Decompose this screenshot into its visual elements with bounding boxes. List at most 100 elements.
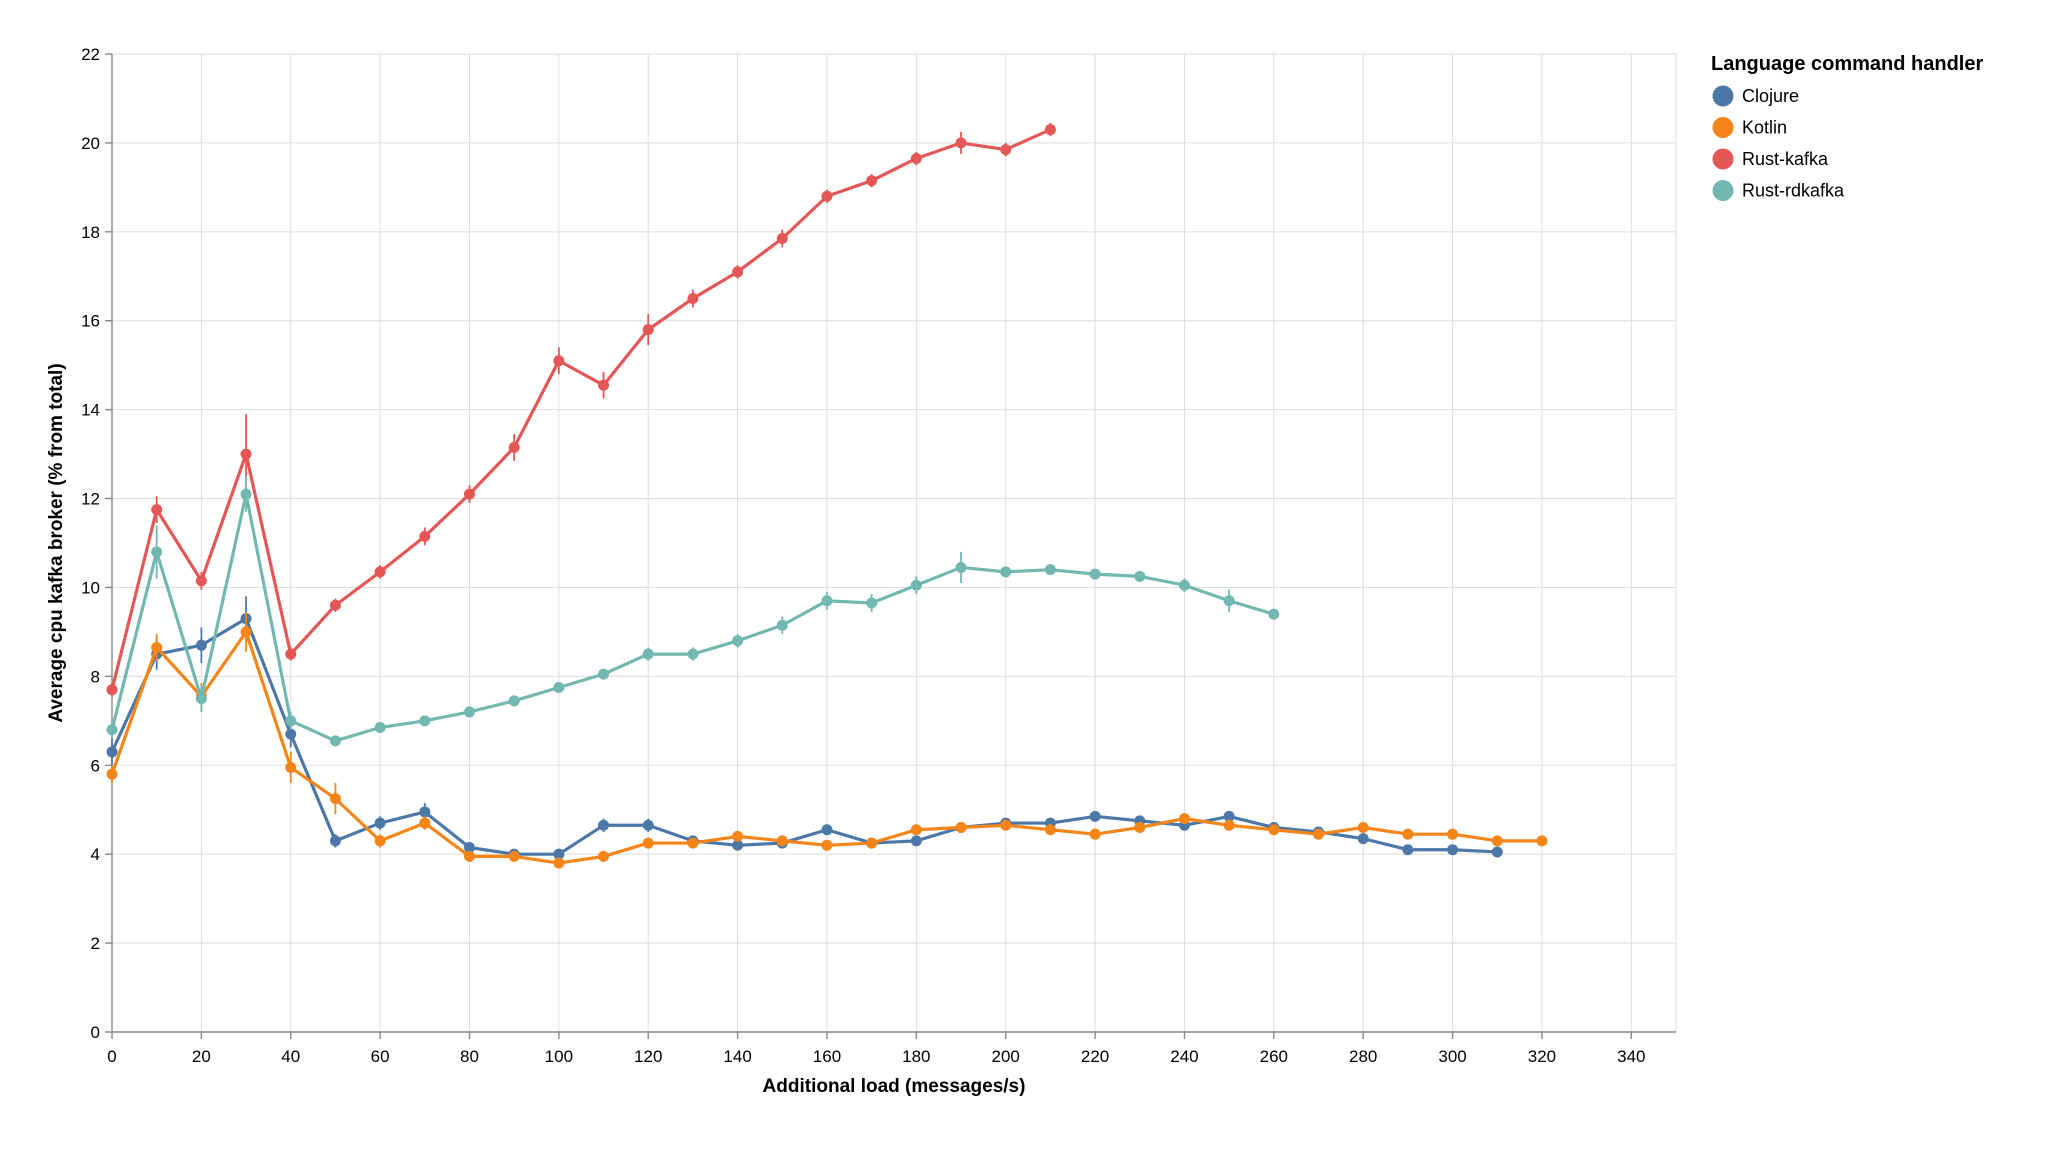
data-point[interactable] xyxy=(1000,819,1012,831)
data-point[interactable] xyxy=(1357,822,1369,834)
data-point[interactable] xyxy=(463,706,475,718)
data-point[interactable] xyxy=(598,850,610,862)
data-point[interactable] xyxy=(419,817,431,829)
data-point[interactable] xyxy=(732,839,744,851)
data-point[interactable] xyxy=(285,728,297,740)
data-point[interactable] xyxy=(329,599,341,611)
data-point[interactable] xyxy=(240,448,252,460)
data-point[interactable] xyxy=(1178,813,1190,825)
data-point[interactable] xyxy=(195,693,207,705)
data-point[interactable] xyxy=(1491,835,1503,847)
data-point[interactable] xyxy=(285,715,297,727)
data-point[interactable] xyxy=(1491,846,1503,858)
legend-item-clojure[interactable]: Clojure xyxy=(1712,85,1800,107)
data-point[interactable] xyxy=(463,488,475,500)
data-point[interactable] xyxy=(598,379,610,391)
data-point[interactable] xyxy=(821,190,833,202)
data-point[interactable] xyxy=(240,488,252,500)
data-point[interactable] xyxy=(508,850,520,862)
data-point[interactable] xyxy=(553,681,565,693)
data-point[interactable] xyxy=(1223,810,1235,822)
data-point[interactable] xyxy=(866,837,878,849)
data-point[interactable] xyxy=(285,648,297,660)
data-point[interactable] xyxy=(508,695,520,707)
data-point[interactable] xyxy=(1134,570,1146,582)
data-point[interactable] xyxy=(821,824,833,836)
data-point[interactable] xyxy=(732,635,744,647)
data-point[interactable] xyxy=(240,626,252,638)
data-point[interactable] xyxy=(955,822,967,834)
legend-item-rust-kafka[interactable]: Rust-kafka xyxy=(1712,148,1830,170)
data-point[interactable] xyxy=(1044,824,1056,836)
data-point[interactable] xyxy=(1178,579,1190,591)
data-point[interactable] xyxy=(910,835,922,847)
data-point[interactable] xyxy=(1044,124,1056,136)
data-point[interactable] xyxy=(776,232,788,244)
data-point[interactable] xyxy=(151,641,163,653)
data-point[interactable] xyxy=(151,504,163,516)
data-point[interactable] xyxy=(374,721,386,733)
data-point[interactable] xyxy=(195,639,207,651)
data-point[interactable] xyxy=(866,597,878,609)
data-point[interactable] xyxy=(1000,144,1012,156)
data-point[interactable] xyxy=(374,835,386,847)
data-point[interactable] xyxy=(910,152,922,164)
data-point[interactable] xyxy=(463,842,475,854)
data-point[interactable] xyxy=(732,830,744,842)
data-point[interactable] xyxy=(329,835,341,847)
data-point[interactable] xyxy=(642,648,654,660)
data-point[interactable] xyxy=(285,761,297,773)
data-point[interactable] xyxy=(463,850,475,862)
data-point[interactable] xyxy=(687,293,699,304)
data-point[interactable] xyxy=(1134,822,1146,834)
data-point[interactable] xyxy=(151,546,163,558)
data-point[interactable] xyxy=(598,819,610,831)
data-point[interactable] xyxy=(598,668,610,680)
data-point[interactable] xyxy=(1447,844,1459,856)
data-point[interactable] xyxy=(1089,828,1101,840)
data-point[interactable] xyxy=(106,724,118,736)
data-point[interactable] xyxy=(1447,828,1459,840)
data-point[interactable] xyxy=(1223,595,1235,607)
data-point[interactable] xyxy=(642,819,654,831)
data-point[interactable] xyxy=(1357,833,1369,845)
data-point[interactable] xyxy=(106,768,118,780)
data-point[interactable] xyxy=(1089,810,1101,822)
data-point[interactable] xyxy=(419,806,431,818)
data-point[interactable] xyxy=(642,837,654,849)
data-point[interactable] xyxy=(866,175,878,187)
data-point[interactable] xyxy=(1044,564,1056,576)
data-point[interactable] xyxy=(955,137,967,149)
data-point[interactable] xyxy=(106,684,118,696)
legend-item-rust-rdkafka[interactable]: Rust-rdkafka xyxy=(1712,180,1846,201)
data-point[interactable] xyxy=(687,837,699,849)
data-point[interactable] xyxy=(1268,608,1280,620)
data-point[interactable] xyxy=(1402,844,1414,856)
data-point[interactable] xyxy=(508,441,520,453)
data-point[interactable] xyxy=(1402,828,1414,840)
data-point[interactable] xyxy=(374,566,386,578)
data-point[interactable] xyxy=(955,561,967,573)
data-point[interactable] xyxy=(1000,566,1012,578)
data-point[interactable] xyxy=(374,817,386,829)
data-point[interactable] xyxy=(821,839,833,851)
data-point[interactable] xyxy=(419,715,431,727)
data-point[interactable] xyxy=(732,266,744,278)
data-point[interactable] xyxy=(910,579,922,591)
legend[interactable]: Language command handler Clojure Kotlin Ru… xyxy=(1711,53,1983,201)
data-point[interactable] xyxy=(687,648,699,660)
data-point[interactable] xyxy=(1313,828,1325,840)
data-point[interactable] xyxy=(329,793,341,805)
data-point[interactable] xyxy=(776,619,788,631)
data-point[interactable] xyxy=(821,595,833,607)
data-point[interactable] xyxy=(553,848,565,860)
data-point[interactable] xyxy=(553,857,565,869)
data-point[interactable] xyxy=(106,746,118,758)
data-point[interactable] xyxy=(553,355,565,367)
data-point[interactable] xyxy=(1089,568,1101,580)
data-point[interactable] xyxy=(1536,835,1548,847)
data-point[interactable] xyxy=(195,575,207,587)
data-point[interactable] xyxy=(419,530,431,542)
data-point[interactable] xyxy=(1223,819,1235,831)
data-point[interactable] xyxy=(642,324,654,336)
